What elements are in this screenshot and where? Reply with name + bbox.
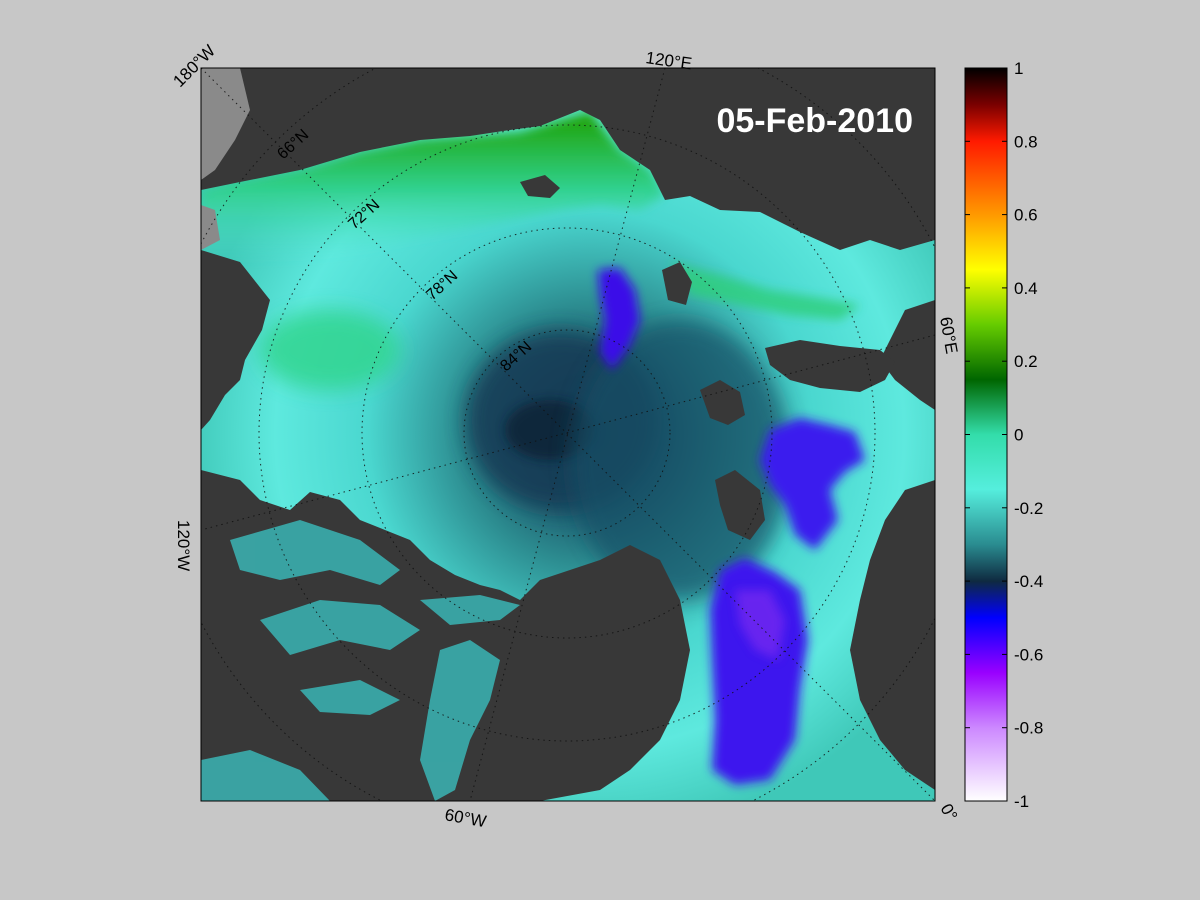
map-frame [200,67,936,802]
colorbar-tick-label: 0.8 [1014,132,1038,151]
polar-map: 66°N 72°N 78°N 84°N 05-Feb-2010 [201,68,935,801]
no-data-bering [201,68,250,180]
shelf-anomaly-north [201,112,665,262]
colorbar-tick-label: 0 [1014,426,1023,445]
colorbar: 1 0.8 0.6 0.4 0.2 0 -0.2 -0.4 -0.6 -0.8 -1 [964,59,1043,811]
land-alaska [201,250,270,430]
colorbar-tick-label: 0.6 [1014,206,1038,225]
eurasian-basin-dark [570,320,790,600]
colorbar-tick-label: 0.4 [1014,279,1038,298]
greenland-sea-blue-patch [710,558,808,785]
colorbar-tick-label: -0.6 [1014,645,1043,664]
lon-label-120w: 120°W [174,520,193,571]
meridian-180-0 [201,68,935,801]
land-scandinavia [880,300,935,410]
colorbar-tick-label: -0.2 [1014,499,1043,518]
barents-blue-patch [760,418,865,550]
barents-anomaly [670,262,860,320]
lon-label-0: 0° [937,801,962,825]
land-novaya-zemlya [765,340,895,392]
colorbar-tick-label: -1 [1014,792,1029,811]
colorbar-tick-label: 0.2 [1014,352,1038,371]
greenland-sea-purple-core [735,590,785,660]
lon-label-60w: 60°W [443,805,487,831]
lon-label-60e: 60°E [936,315,961,355]
colorbar-tick-label: -0.4 [1014,572,1043,591]
meridian-60e-120w [201,334,935,531]
archipelago-channels [201,520,520,801]
date-label: 05-Feb-2010 [716,102,913,140]
land-siberia [201,68,935,250]
colorbar-bar [964,67,1008,802]
latitude-circle-72 [258,124,876,742]
colorbar-tick-label: -0.8 [1014,719,1043,738]
latitude-circle-84 [463,329,671,537]
graticule [201,68,935,801]
purple-streak [598,268,640,370]
no-data-canada-edge [201,205,220,250]
colorbar-ticks: 1 0.8 0.6 0.4 0.2 0 -0.2 -0.4 -0.6 -0.8 -1 [965,59,1043,811]
land-severnaya [662,262,692,305]
beaufort-anomaly [260,310,400,390]
latitude-circle-78 [361,227,773,639]
no-data-areas [201,68,250,250]
land-new-siberian [520,175,560,198]
colorbar-tick-label: 1 [1014,59,1023,78]
land-franz-josef [700,380,745,425]
land-svalbard [715,470,765,540]
land-norway-coast [850,480,935,790]
